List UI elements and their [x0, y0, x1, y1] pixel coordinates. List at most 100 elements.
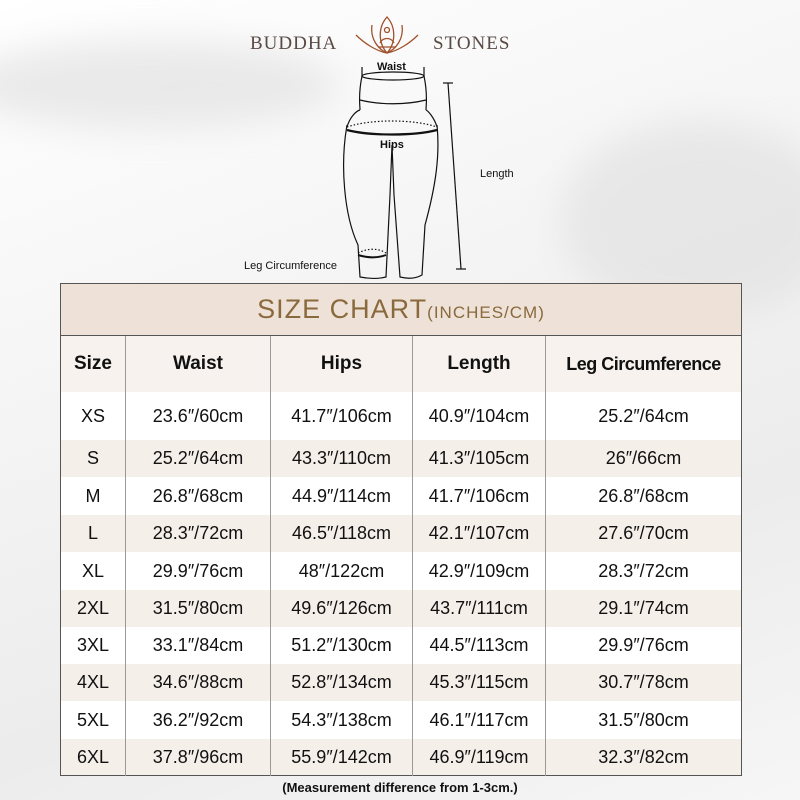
cell-value: 2XL — [76, 598, 110, 618]
cell-waist: 26.8″/68cm — [125, 477, 271, 515]
cell-value: S — [86, 448, 99, 468]
cell-waist: 25.2″/64cm — [125, 440, 271, 477]
cell-value: 51.2″/130cm — [291, 635, 392, 655]
header-size: Size — [60, 335, 126, 392]
cell-value: 40.9″/104cm — [428, 405, 530, 426]
leg-circumference-label: Leg Circumference — [244, 260, 337, 272]
header-hips: Hips — [270, 335, 413, 392]
cell-length: 40.9″/104cm — [412, 392, 546, 440]
cell-leg-circumference: 26.8″/68cm — [545, 477, 742, 515]
brand-right: STONES — [433, 33, 511, 54]
cell-waist: 31.5″/80cm — [125, 590, 271, 627]
cell-waist: 28.3″/72cm — [125, 515, 271, 552]
header-length: Length — [412, 335, 546, 392]
cell-value: 42.1″/107cm — [428, 523, 530, 543]
cell-value: 29.1″/74cm — [598, 598, 689, 618]
cell-length: 46.9″/119cm — [412, 739, 546, 776]
cell-value: 41.7″/106cm — [291, 405, 392, 426]
cell-value: 33.1″/84cm — [152, 635, 244, 655]
cell-hips: 44.9″/114cm — [270, 477, 413, 515]
cell-value: 31.5″/80cm — [152, 598, 244, 618]
header-waist: Waist — [125, 335, 271, 392]
cell-value: 30.7″/78cm — [598, 672, 689, 692]
cell-value: M — [85, 485, 101, 506]
cell-hips: 43.3″/110cm — [270, 440, 413, 477]
header-leg-circumference: Leg Circumference — [545, 335, 742, 392]
cell-value: 52.8″/134cm — [291, 672, 392, 692]
cell-length: 41.7″/106cm — [412, 477, 546, 515]
cell-length: 43.7″/111cm — [412, 590, 546, 627]
cell-value: 36.2″/92cm — [152, 709, 244, 730]
cell-size: 3XL — [61, 627, 126, 664]
cell-value: 27.6″/70cm — [598, 523, 689, 543]
waist-label: Waist — [377, 61, 406, 73]
cell-value: XS — [80, 405, 105, 426]
cell-value: 44.5″/113cm — [429, 635, 529, 655]
pants-diagram — [343, 67, 466, 280]
cell-length: 44.5″/113cm — [412, 627, 546, 664]
cell-value: 34.6″/88cm — [152, 672, 244, 692]
cell-hips: 55.9″/142cm — [270, 739, 413, 776]
size-chart-title: SIZE CHART(INCHES/CM) — [60, 283, 742, 336]
cell-value: 54.3″/138cm — [291, 709, 392, 730]
table-row: L 28.3″/72cm 46.5″/118cm 42.1″/107cm 27.6″/7… — [60, 515, 742, 552]
cell-value: 31.5″/80cm — [598, 709, 689, 730]
cell-value: 26.8″/68cm — [152, 485, 244, 506]
brand-logo: BUDDHA STONES — [250, 16, 520, 60]
cell-value: 46.5″/118cm — [291, 523, 392, 543]
cell-value: 29.9″/76cm — [152, 560, 244, 581]
cell-value: 29.9″/76cm — [598, 635, 689, 655]
cell-hips: 52.8″/134cm — [270, 664, 413, 701]
cell-value: 43.7″/111cm — [430, 598, 528, 618]
cell-value: 26″/66cm — [605, 448, 682, 468]
measurement-note: (Measurement difference from 1-3cm.) — [282, 780, 518, 795]
cell-size: 2XL — [60, 590, 126, 627]
cell-value: 41.3″/105cm — [428, 448, 530, 468]
table-row: 2XL 31.5″/80cm 49.6″/126cm 43.7″/111cm 29.1″… — [60, 590, 742, 627]
cell-waist: 33.1″/84cm — [125, 627, 271, 664]
cell-leg-circumference: 25.2″/64cm — [545, 392, 742, 440]
title-units: (INCHES/CM) — [427, 303, 545, 322]
cell-value: 46.9″/119cm — [429, 746, 529, 767]
cell-size: 4XL — [60, 664, 126, 701]
cell-value: 43.3″/110cm — [291, 448, 392, 468]
cell-hips: 49.6″/126cm — [270, 590, 413, 627]
cell-size: L — [60, 515, 126, 552]
cell-length: 45.3″/115cm — [412, 664, 546, 701]
cell-value: 55.9″/142cm — [291, 746, 392, 767]
cell-value: 4XL — [76, 672, 110, 692]
cell-value: 26.8″/68cm — [598, 485, 689, 506]
cell-size: XS — [61, 392, 126, 440]
cell-hips: 41.7″/106cm — [270, 392, 413, 440]
cell-size: S — [60, 440, 126, 477]
background-mist — [0, 40, 340, 130]
cell-waist: 36.2″/92cm — [125, 701, 271, 739]
cell-hips: 51.2″/130cm — [270, 627, 413, 664]
table-row: 4XL 34.6″/88cm 52.8″/134cm 45.3″/115cm 30.7″… — [60, 664, 742, 701]
cell-leg-circumference: 32.3″/82cm — [545, 739, 742, 776]
cell-length: 42.1″/107cm — [412, 515, 546, 552]
table-row: XL 29.9″/76cm 48″/122cm 42.9″/109cm 28.3″/72… — [61, 552, 742, 590]
cell-value: 46.1″/117cm — [429, 709, 529, 730]
cell-hips: 46.5″/118cm — [270, 515, 413, 552]
cell-leg-circumference: 30.7″/78cm — [545, 664, 742, 701]
cell-hips: 48″/122cm — [270, 552, 413, 590]
cell-value: 6XL — [76, 746, 110, 767]
cell-value: 23.6″/60cm — [152, 405, 244, 426]
length-label: Length — [480, 168, 514, 180]
table-row: 5XL 36.2″/92cm 54.3″/138cm 46.1″/117cm 31.5″… — [61, 701, 742, 739]
cell-waist: 29.9″/76cm — [125, 552, 271, 590]
cell-value: 32.3″/82cm — [598, 746, 689, 767]
cell-value: 44.9″/114cm — [291, 485, 392, 506]
cell-leg-circumference: 29.1″/74cm — [545, 590, 742, 627]
table-row: 3XL 33.1″/84cm 51.2″/130cm 44.5″/113cm 29.9″… — [61, 627, 742, 664]
cell-value: 49.6″/126cm — [291, 598, 392, 618]
cell-value: 45.3″/115cm — [429, 672, 529, 692]
cell-length: 41.3″/105cm — [412, 440, 546, 477]
cell-value: 41.7″/106cm — [428, 485, 530, 506]
cell-value: XL — [81, 560, 105, 581]
hips-label: Hips — [380, 139, 404, 151]
cell-value: 37.8″/96cm — [152, 746, 244, 767]
cell-leg-circumference: 31.5″/80cm — [545, 701, 742, 739]
cell-size: 6XL — [60, 739, 126, 776]
